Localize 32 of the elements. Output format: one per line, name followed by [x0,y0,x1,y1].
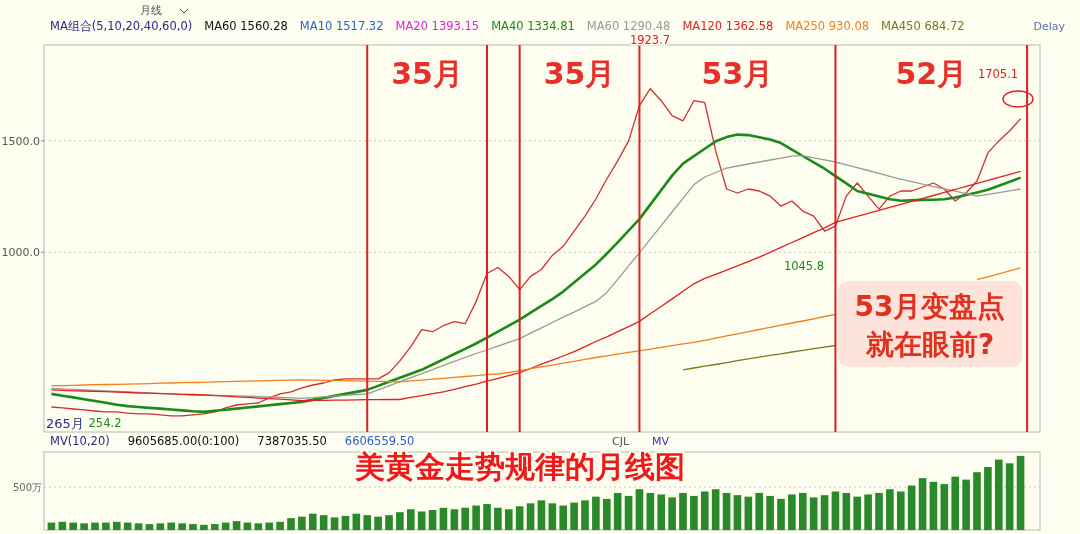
annotation: 1045.8 [783,259,825,273]
annotation: 254.2 [88,416,122,430]
text: MA组合(5,10,20,40,60,0) [50,19,193,33]
annotation: 就在眼前? [864,328,995,361]
text: CJL [612,435,630,448]
text: 7387035.50 [257,434,327,448]
text: 6606559.50 [344,434,415,448]
annotation: 265月 [46,416,84,431]
text: MA60 1290.48 [586,19,671,33]
text: 月线 [140,4,162,17]
text: MA450 684.72 [881,19,965,33]
annotation: 35月 [543,56,616,91]
y-tick-label: 1000.0 [1,246,40,260]
text: MA20 1393.15 [395,19,480,33]
annotation: 53月 [701,56,774,91]
text: 9605685.00(0:100) [127,434,240,448]
annotation: 53月变盘点 [854,290,1006,323]
text: Delay [1033,20,1066,33]
ref-line-label: 500万 [12,482,42,494]
text: MV [652,435,670,448]
annotation: 1705.1 [977,67,1019,81]
annotation: 35月 [391,56,463,91]
annotation: 美黄金走势规律的月线图 [354,449,685,484]
text: MA40 1334.81 [491,19,575,33]
annotation: 1923.7 [629,33,671,47]
text: MA120 1362.58 [682,19,774,33]
text: MV(10,20) [50,434,110,448]
annotation: 52月 [895,56,968,91]
y-tick-label: 1500.0 [1,134,40,148]
text: MA10 1517.32 [299,19,384,33]
text: MA250 930.08 [785,19,870,33]
text: MA60 1560.28 [204,19,288,33]
